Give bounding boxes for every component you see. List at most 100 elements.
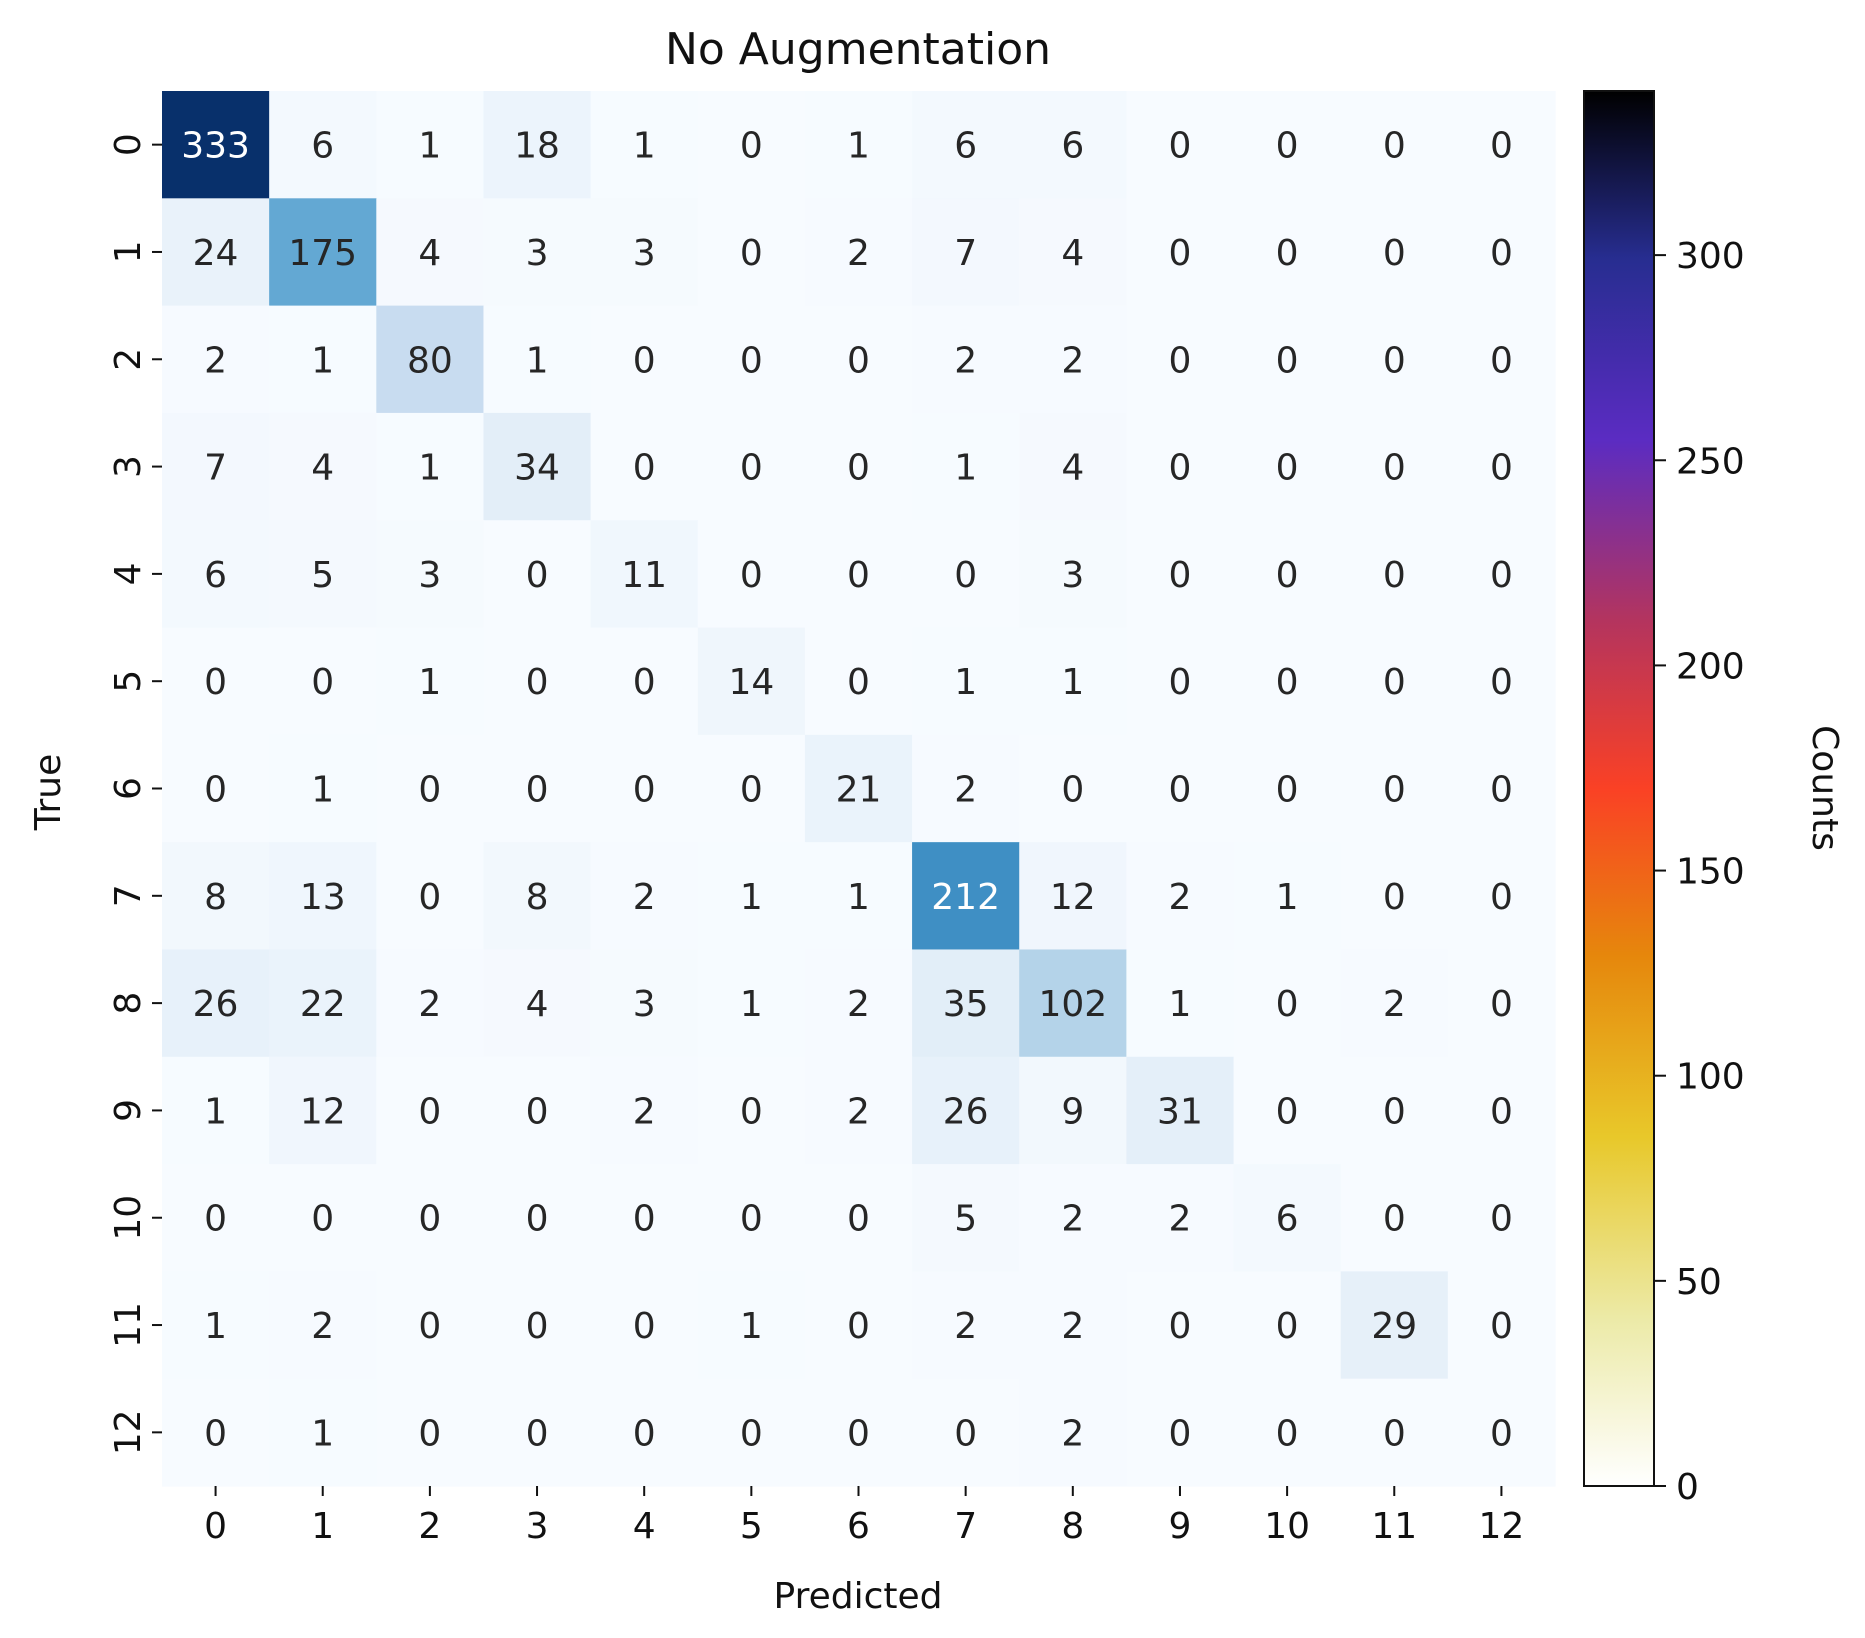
y-tick-label: 11 bbox=[108, 1302, 149, 1348]
heatmap-cell-value: 0 bbox=[1169, 770, 1192, 811]
heatmap-cell bbox=[1126, 305, 1235, 414]
colorbar-tick-label: 200 bbox=[1676, 646, 1745, 687]
heatmap-cell-value: 9 bbox=[1061, 1091, 1084, 1132]
heatmap-cell bbox=[1340, 1378, 1449, 1487]
heatmap-cell-value: 0 bbox=[847, 448, 870, 489]
heatmap-cell-value: 1 bbox=[1169, 984, 1192, 1025]
heatmap-cell-value: 0 bbox=[526, 662, 549, 703]
heatmap-cell-value: 5 bbox=[954, 1199, 977, 1240]
heatmap-cell bbox=[1340, 734, 1449, 843]
heatmap-cell bbox=[269, 734, 377, 843]
heatmap-cell-value: 0 bbox=[1276, 984, 1299, 1025]
y-tick-label: 12 bbox=[108, 1409, 149, 1455]
heatmap-cell-value: 0 bbox=[633, 448, 656, 489]
heatmap-cell-value: 0 bbox=[526, 1199, 549, 1240]
heatmap-cell bbox=[804, 734, 913, 843]
heatmap-cell-value: 0 bbox=[1383, 877, 1406, 918]
heatmap-cell bbox=[912, 198, 1020, 307]
heatmap-cell-value: 0 bbox=[1383, 662, 1406, 703]
heatmap-cell-labels: 333 6 1 18 1 0 1 6 6 0 0 0 024 175 4 3 3 0 2 7 4 0 0 0 02 1 80 1 0 0 0… bbox=[181, 126, 1513, 1455]
x-tick-label: 1 bbox=[311, 1506, 334, 1547]
heatmap-cell-value: 0 bbox=[847, 1199, 870, 1240]
y-axis-label: True bbox=[28, 754, 69, 831]
heatmap-cell-value: 12 bbox=[300, 1091, 346, 1132]
heatmap-cell bbox=[1019, 520, 1127, 629]
heatmap-cell bbox=[1019, 412, 1127, 521]
heatmap-cell-value: 2 bbox=[954, 340, 977, 381]
heatmap-cell bbox=[697, 1056, 806, 1165]
heatmap-cell bbox=[1340, 91, 1449, 199]
heatmap-cell bbox=[1233, 520, 1342, 629]
heatmap-cell bbox=[162, 412, 270, 521]
heatmap-cell bbox=[1447, 412, 1556, 521]
heatmap-cell bbox=[1126, 198, 1235, 307]
y-tick-label: 1 bbox=[108, 241, 149, 264]
heatmap-cell bbox=[1126, 627, 1235, 736]
heatmap-cell bbox=[376, 305, 485, 414]
heatmap-cell-value: 0 bbox=[633, 1199, 656, 1240]
heatmap-cell bbox=[804, 842, 913, 951]
heatmap-cell bbox=[912, 1378, 1020, 1487]
heatmap-cell-value: 2 bbox=[311, 1306, 334, 1347]
heatmap-cell bbox=[162, 734, 270, 843]
heatmap-cell bbox=[697, 627, 806, 736]
heatmap-cell-value: 0 bbox=[1169, 340, 1192, 381]
heatmap-cell-value: 0 bbox=[847, 1306, 870, 1347]
colorbar-ticks: 0 50 100 150 200 250 300 bbox=[1654, 236, 1745, 1508]
heatmap-cell-value: 0 bbox=[1276, 1091, 1299, 1132]
heatmap-cell-value: 4 bbox=[311, 448, 334, 489]
heatmap-cell-value: 4 bbox=[1061, 233, 1084, 274]
heatmap-cell-value: 0 bbox=[1276, 770, 1299, 811]
heatmap-cell-value: 11 bbox=[621, 555, 667, 596]
heatmap-cell bbox=[1019, 842, 1127, 951]
heatmap-cell-value: 2 bbox=[1061, 340, 1084, 381]
heatmap-cell bbox=[376, 1056, 485, 1165]
heatmap-cell bbox=[483, 1271, 592, 1380]
heatmap-cells bbox=[162, 91, 1556, 1487]
x-tick-label: 10 bbox=[1264, 1506, 1310, 1547]
heatmap-cell bbox=[1126, 1378, 1235, 1487]
heatmap-cell-value: 2 bbox=[204, 340, 227, 381]
heatmap-cell bbox=[1340, 1164, 1449, 1272]
heatmap-cell-value: 2 bbox=[1061, 1199, 1084, 1240]
heatmap-cell bbox=[697, 305, 806, 414]
heatmap-cell-value: 0 bbox=[1490, 984, 1513, 1025]
heatmap-cell-value: 6 bbox=[1276, 1199, 1299, 1240]
heatmap-cell bbox=[269, 1164, 377, 1272]
heatmap-cell bbox=[912, 1271, 1020, 1380]
heatmap-cell-value: 0 bbox=[740, 770, 763, 811]
heatmap-cell bbox=[269, 949, 377, 1058]
heatmap-cell-value: 35 bbox=[943, 984, 989, 1025]
heatmap-cell bbox=[1233, 305, 1342, 414]
heatmap-cell bbox=[1340, 198, 1449, 307]
heatmap-cell-value: 0 bbox=[1276, 555, 1299, 596]
heatmap-cell bbox=[1447, 627, 1556, 736]
heatmap-cell bbox=[590, 305, 699, 414]
heatmap-cell-value: 0 bbox=[740, 340, 763, 381]
heatmap-cell-value: 80 bbox=[407, 340, 453, 381]
heatmap-cell-value: 0 bbox=[418, 877, 441, 918]
heatmap-cell-value: 0 bbox=[204, 662, 227, 703]
heatmap-cell-value: 0 bbox=[1490, 770, 1513, 811]
heatmap-cell bbox=[269, 627, 377, 736]
heatmap-cell-value: 2 bbox=[954, 1306, 977, 1347]
heatmap-cell bbox=[697, 520, 806, 629]
heatmap-cell bbox=[1019, 1164, 1127, 1272]
heatmap-cell-value: 0 bbox=[1169, 1306, 1192, 1347]
heatmap-cell-value: 0 bbox=[1383, 340, 1406, 381]
heatmap-cell bbox=[804, 412, 913, 521]
heatmap-cell-value: 1 bbox=[418, 126, 441, 167]
heatmap-cell-value: 2 bbox=[418, 984, 441, 1025]
heatmap-cell-value: 0 bbox=[1383, 126, 1406, 167]
heatmap-cell bbox=[269, 91, 377, 199]
heatmap-cell bbox=[590, 734, 699, 843]
x-tick-label: 3 bbox=[526, 1506, 549, 1547]
heatmap-cell-value: 0 bbox=[1276, 233, 1299, 274]
heatmap-cell-value: 0 bbox=[740, 555, 763, 596]
x-tick-label: 7 bbox=[954, 1506, 977, 1547]
heatmap-cell-value: 0 bbox=[847, 555, 870, 596]
y-tick-label: 7 bbox=[108, 884, 149, 907]
heatmap-cell-value: 0 bbox=[633, 1413, 656, 1454]
heatmap-cell-value: 2 bbox=[1169, 877, 1192, 918]
heatmap-cell-value: 2 bbox=[1383, 984, 1406, 1025]
